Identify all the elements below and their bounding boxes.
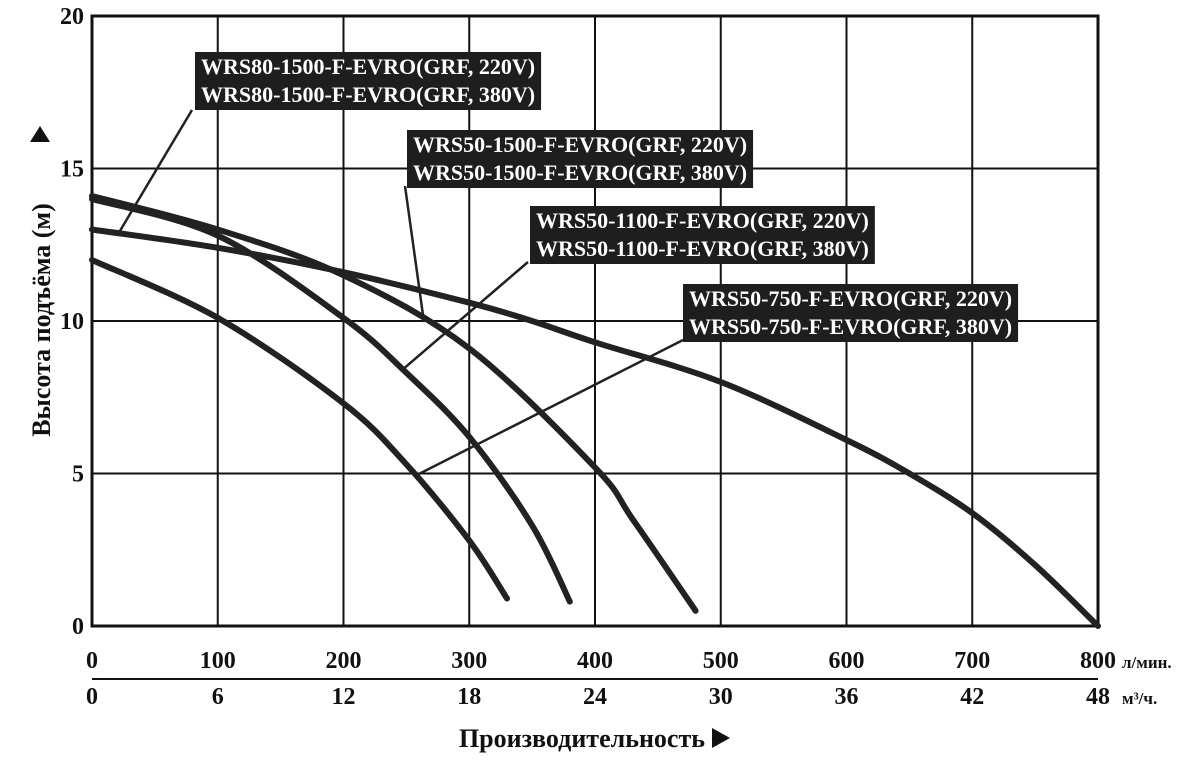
series-label-line: WRS50-750-F-EVRO(GRF, 380V) <box>689 314 1012 339</box>
x-tick-lpm: 0 <box>86 648 98 674</box>
curves <box>89 193 1101 629</box>
x-tick-m3h: 24 <box>583 684 607 710</box>
plot-frame <box>90 14 1100 628</box>
x-tick-m3h: 6 <box>212 684 224 710</box>
x-tick-lpm: 200 <box>326 648 362 674</box>
x-tick-lpm: 700 <box>954 648 990 674</box>
series-label-line: WRS50-1100-F-EVRO(GRF, 220V) <box>536 208 869 233</box>
y-tick: 0 <box>72 614 84 640</box>
x-tick-lpm: 600 <box>829 648 865 674</box>
label-wrs80-1500-f-evro: WRS80-1500-F-EVRO(GRF, 220V) WRS80-1500-F… <box>195 52 542 110</box>
x-tick-lpm: 100 <box>200 648 236 674</box>
label-wrs50-1500-f-evro: WRS50-1500-F-EVRO(GRF, 220V) WRS50-1500-F… <box>407 130 754 188</box>
x-tick-m3h: 30 <box>709 684 733 710</box>
label-wrs50-1100-f-evro: WRS50-1100-F-EVRO(GRF, 220V) WRS50-1100-F… <box>530 206 875 264</box>
series-label-line: WRS50-1500-F-EVRO(GRF, 220V) <box>413 132 747 157</box>
series-label-line: WRS50-1500-F-EVRO(GRF, 380V) <box>413 160 747 185</box>
label-wrs50-750-f-evro: WRS50-750-F-EVRO(GRF, 220V) WRS50-750-F-E… <box>683 284 1019 342</box>
x-tick-lpm: 500 <box>703 648 739 674</box>
leader-wrs50-1100-f-evro <box>401 261 529 371</box>
label-box <box>530 206 875 264</box>
x-tick-lpm: 300 <box>451 648 487 674</box>
series-labels: WRS80-1500-F-EVRO(GRF, 220V) WRS80-1500-F… <box>195 52 1019 342</box>
grid <box>90 14 1100 680</box>
y-axis-title: Высота подъёма (м) <box>27 126 56 437</box>
curve-wrs50-1500-f-evro <box>89 193 699 614</box>
label-box <box>195 52 542 110</box>
leader-wrs50-1500-f-evro <box>403 185 426 323</box>
curve-wrs50-1100-f-evro <box>89 196 573 605</box>
tick-labels: 0010062001230018400245003060036700428004… <box>60 4 1116 710</box>
y-axis-title-text: Высота подъёма (м) <box>27 203 56 437</box>
leader-wrs80-1500-f-evro <box>116 109 194 237</box>
series-label-line: WRS50-750-F-EVRO(GRF, 220V) <box>689 286 1012 311</box>
curve-wrs50-750-f-evro <box>89 257 510 602</box>
x-tick-m3h: 0 <box>86 684 98 710</box>
leader-wrs50-750-f-evro <box>415 338 684 477</box>
x-unit-lpm: л/мин. <box>1122 653 1172 672</box>
label-box <box>407 130 754 188</box>
x-axis-arrow-icon <box>712 728 730 748</box>
series-label-line: WRS80-1500-F-EVRO(GRF, 380V) <box>201 82 535 107</box>
x-tick-m3h: 48 <box>1086 684 1110 710</box>
y-tick: 15 <box>60 157 84 183</box>
curve-wrs80-1500-f-evro <box>89 226 1101 629</box>
y-axis-arrow-icon <box>30 126 50 142</box>
leader-lines <box>116 109 684 477</box>
x-tick-m3h: 18 <box>457 684 481 710</box>
x-axis-title: Производительность <box>459 724 730 753</box>
y-tick: 10 <box>60 309 84 335</box>
x-tick-m3h: 42 <box>960 684 984 710</box>
label-box <box>683 284 1019 342</box>
x-unit-m3h: м³/ч. <box>1122 689 1157 708</box>
series-label-line: WRS80-1500-F-EVRO(GRF, 220V) <box>201 54 535 79</box>
x-axis-title-text: Производительность <box>459 724 705 753</box>
x-tick-lpm: 800 <box>1080 648 1116 674</box>
series-label-line: WRS50-1100-F-EVRO(GRF, 380V) <box>536 236 869 261</box>
x-tick-lpm: 400 <box>577 648 613 674</box>
y-tick: 5 <box>72 462 84 488</box>
x-tick-m3h: 36 <box>835 684 859 710</box>
x-tick-m3h: 12 <box>332 684 356 710</box>
y-tick: 20 <box>60 4 84 30</box>
